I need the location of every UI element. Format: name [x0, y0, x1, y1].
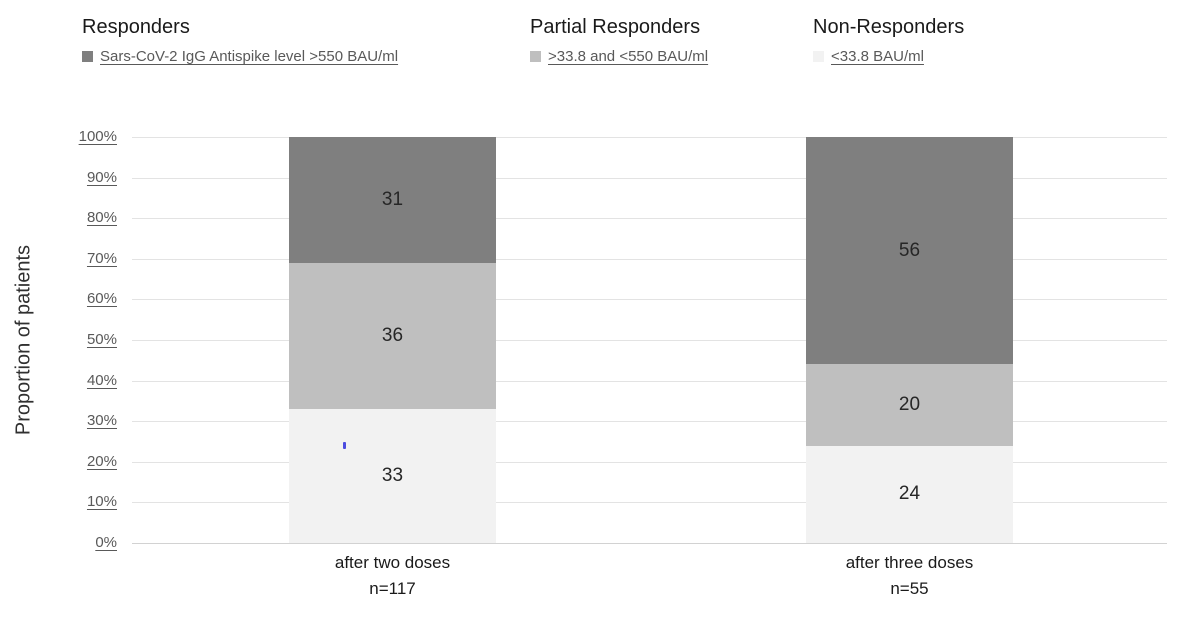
y-tick-label: 10% — [86, 493, 117, 511]
y-tick-label: 0% — [95, 534, 117, 551]
category-sublabel-n: n=55 — [890, 579, 929, 598]
category-label: after three doses — [845, 553, 974, 572]
legend-item-partial-responders: >33.8 and <550 BAU/ml — [530, 48, 708, 65]
legend-group-non-responders: Non-Responders <33.8 BAU/ml — [813, 14, 964, 65]
x-axis-label-after-two-doses: after two doses n=117 — [289, 550, 496, 602]
y-tick-label: 40% — [86, 371, 117, 389]
legend-group-partial-responders: Partial Responders >33.8 and <550 BAU/ml — [530, 14, 708, 65]
bar-value-label: 31 — [381, 188, 404, 210]
category-sublabel-n: n=117 — [369, 579, 416, 598]
y-gridline — [132, 461, 1167, 463]
legend-group-responders: Responders Sars-CoV-2 IgG Antispike leve… — [82, 14, 398, 65]
bar-segment: 33 — [289, 409, 496, 543]
y-tick-label: 100% — [78, 128, 117, 145]
bar-value-label: 36 — [381, 324, 404, 346]
bar-segment: 36 — [289, 262, 496, 410]
y-axis-title: Proportion of patients — [12, 244, 35, 436]
bar-value-label: 56 — [898, 239, 921, 261]
legend-swatch-partial-responders-icon — [530, 51, 541, 62]
plot-area: 31 36 33 56 20 24 — [132, 137, 1167, 544]
y-gridline — [132, 502, 1167, 504]
y-gridline — [132, 137, 1167, 138]
y-tick-label: 60% — [86, 290, 117, 308]
legend-label-partial-responders: >33.8 and <550 BAU/ml — [548, 48, 709, 65]
legend-title-responders: Responders — [82, 16, 190, 38]
legend-swatch-non-responders-icon — [813, 51, 824, 62]
stray-blue-mark — [343, 442, 346, 449]
y-gridline — [132, 177, 1167, 179]
y-tick-label: 70% — [86, 249, 117, 267]
y-gridline — [132, 258, 1167, 260]
y-gridline — [132, 340, 1167, 341]
y-tick-label: 80% — [86, 209, 117, 227]
y-tick-label: 90% — [86, 168, 117, 186]
y-gridline — [132, 299, 1167, 301]
x-axis-label-after-three-doses: after three doses n=55 — [806, 550, 1013, 602]
category-label: after two doses — [334, 553, 451, 572]
y-tick-label: 30% — [86, 412, 117, 430]
legend-title-non-responders: Non-Responders — [813, 16, 965, 38]
legend-item-responders: Sars-CoV-2 IgG Antispike level >550 BAU/… — [82, 48, 398, 65]
y-gridline — [132, 380, 1167, 382]
bar-segment: 24 — [806, 445, 1013, 543]
bar-segment: 20 — [806, 364, 1013, 446]
y-gridline — [132, 421, 1167, 423]
bar-value-label: 24 — [898, 483, 921, 505]
legend-label-responders: Sars-CoV-2 IgG Antispike level >550 BAU/… — [100, 48, 399, 65]
bar-value-label: 20 — [898, 393, 921, 415]
y-gridline — [132, 218, 1167, 220]
y-tick-label: 50% — [86, 331, 117, 348]
legend-item-non-responders: <33.8 BAU/ml — [813, 48, 964, 65]
legend-title-partial-responders: Partial Responders — [530, 16, 701, 38]
bar-segment: 31 — [289, 137, 496, 263]
y-tick-label: 20% — [86, 452, 117, 470]
bar-value-label: 33 — [381, 465, 404, 486]
x-axis-line — [132, 543, 1167, 544]
legend-swatch-responders-icon — [82, 51, 93, 62]
bar-segment: 56 — [806, 137, 1013, 365]
legend-label-non-responders: <33.8 BAU/ml — [831, 48, 924, 65]
